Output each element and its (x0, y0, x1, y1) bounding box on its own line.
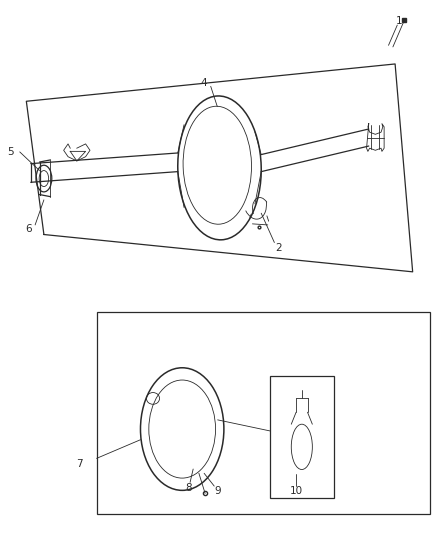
Text: 1: 1 (395, 17, 402, 26)
Text: 4: 4 (200, 78, 207, 87)
Bar (269, 376, 333, 498)
Text: 10: 10 (289, 487, 302, 496)
Text: 5: 5 (7, 147, 14, 157)
Text: 6: 6 (25, 224, 32, 234)
Text: 9: 9 (213, 487, 220, 496)
Bar (96, 312, 429, 514)
Text: 2: 2 (275, 243, 282, 253)
Text: 7: 7 (75, 459, 82, 469)
Text: 8: 8 (185, 483, 192, 492)
